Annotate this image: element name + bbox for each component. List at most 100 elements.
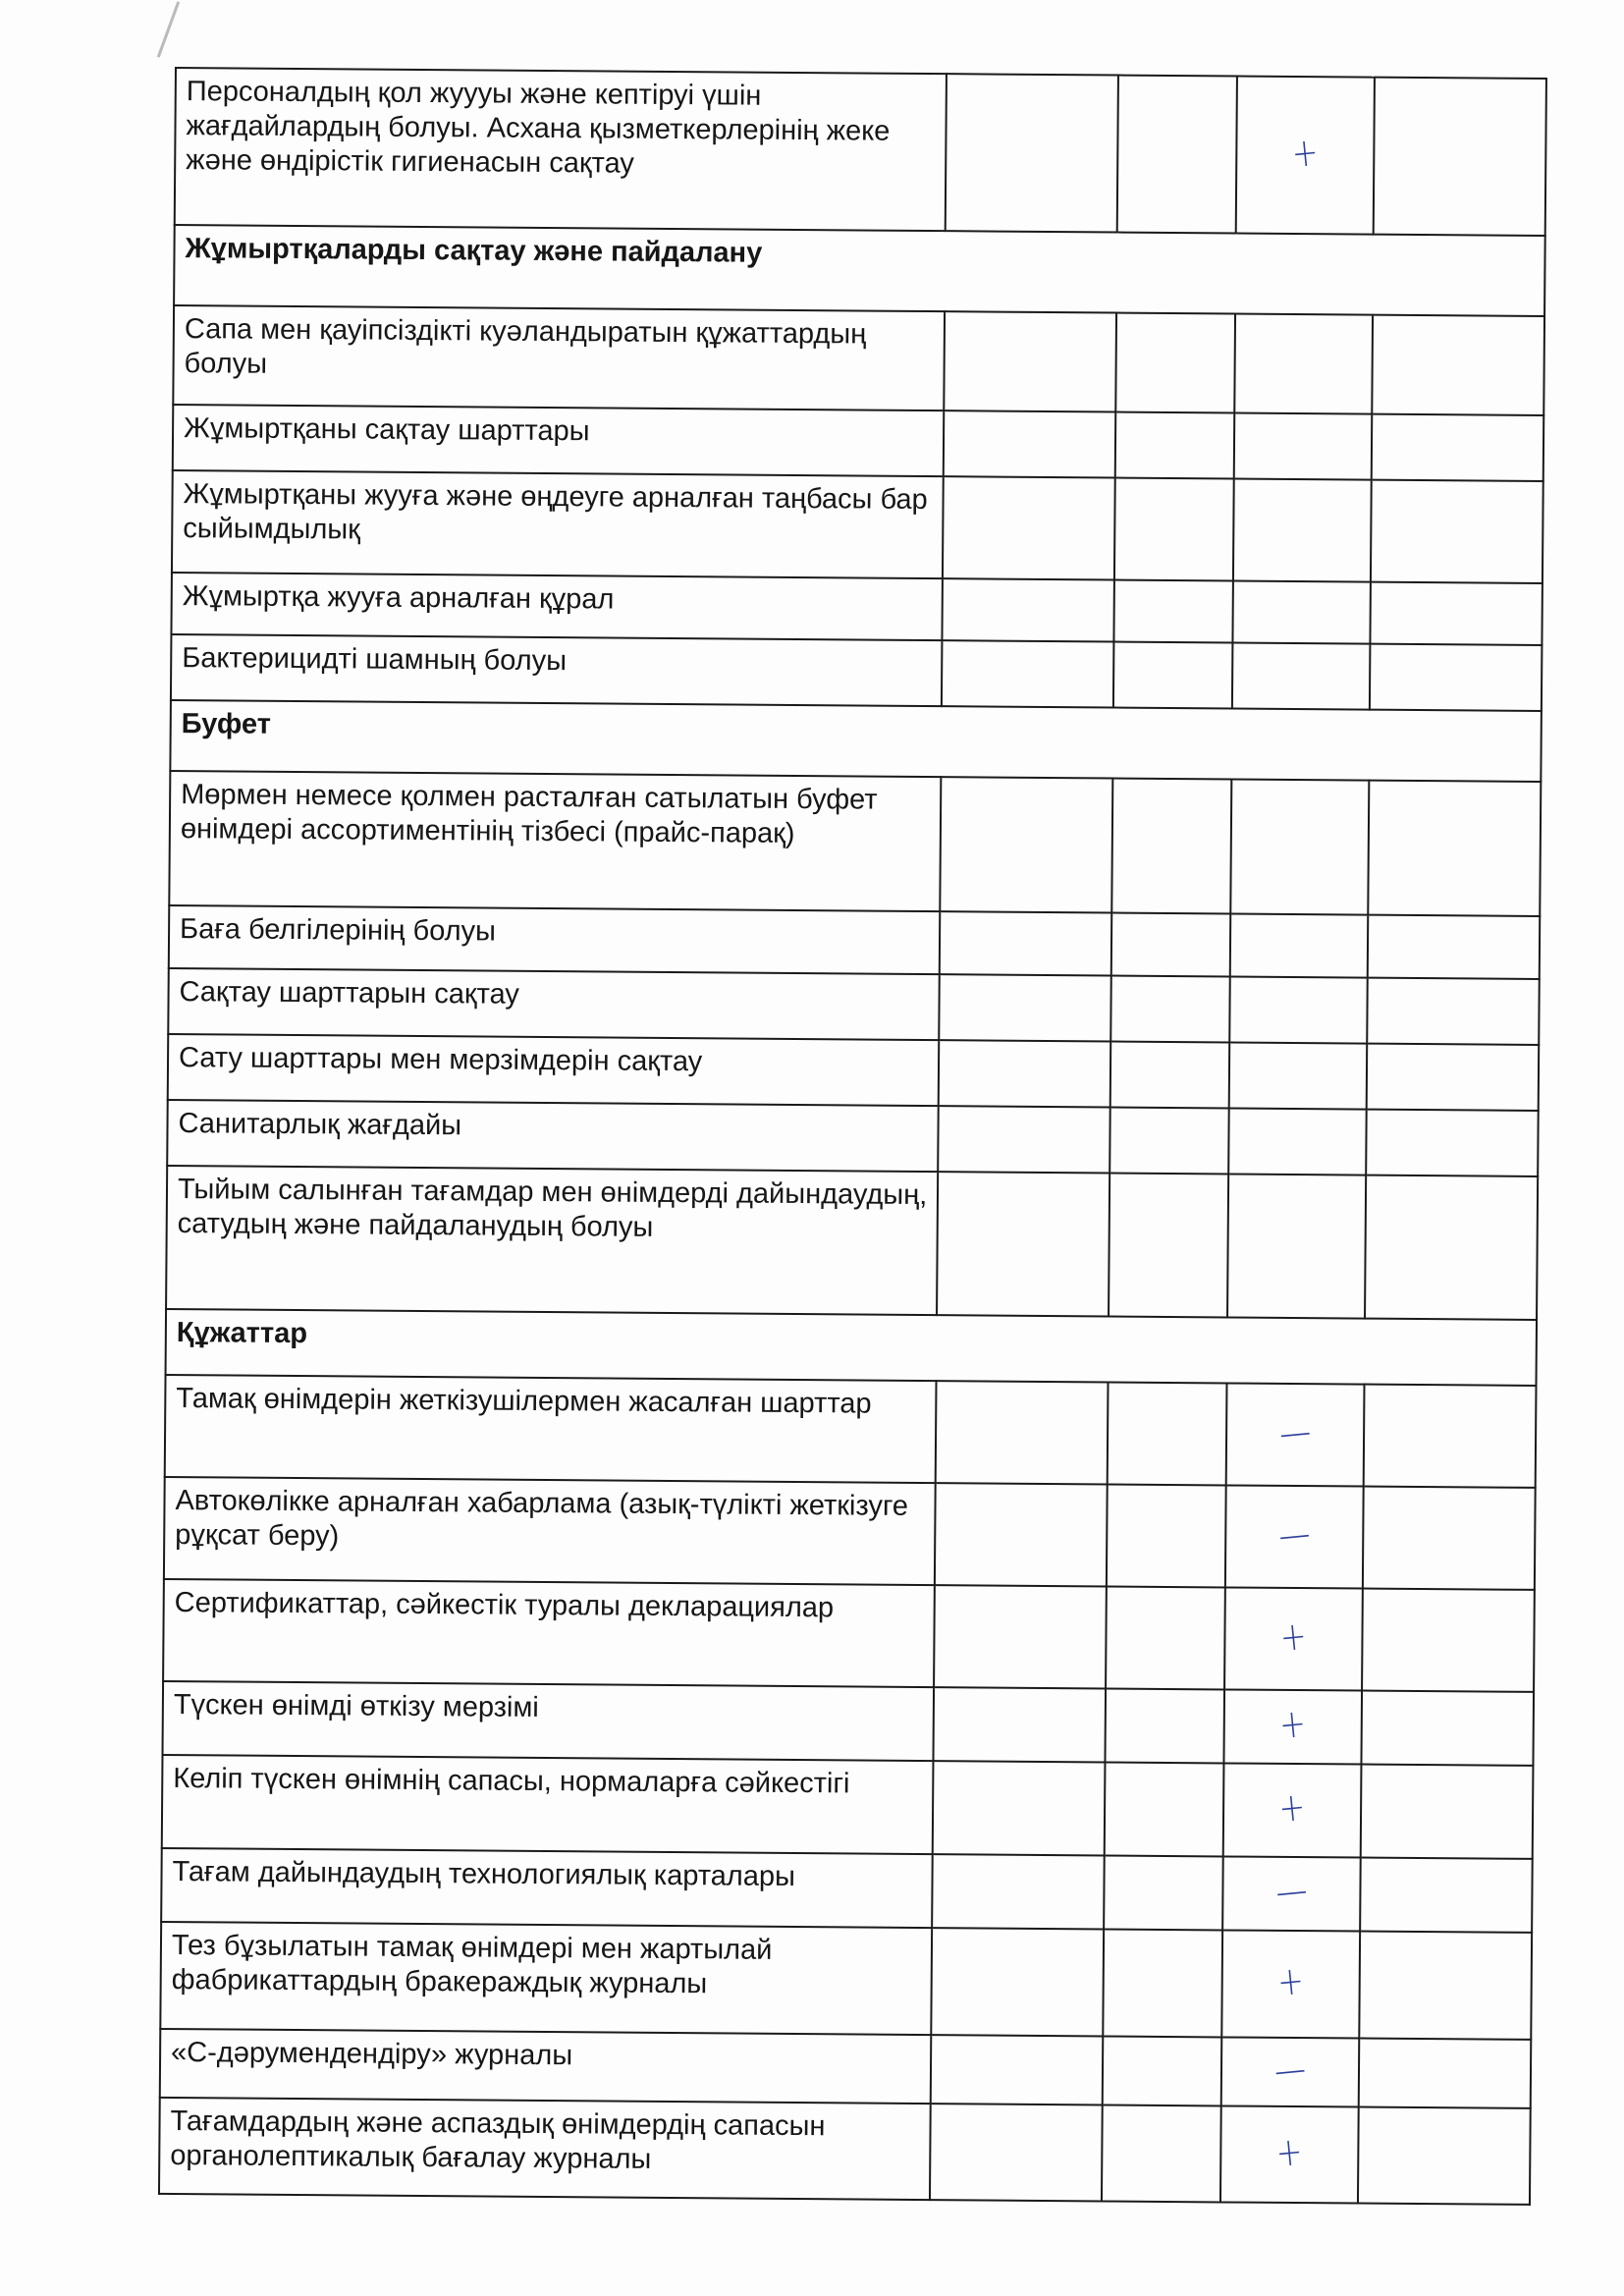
- check-cell-2[interactable]: [1103, 1929, 1222, 2038]
- check-cell-4[interactable]: [1368, 780, 1542, 916]
- check-cell-2[interactable]: [1102, 2036, 1221, 2106]
- check-cell-4[interactable]: [1362, 1588, 1535, 1692]
- check-cell-3[interactable]: [1228, 1042, 1368, 1110]
- check-cell-2[interactable]: [1110, 912, 1230, 977]
- check-cell-2[interactable]: [1111, 778, 1231, 914]
- section-title: Жұмыртқаларды сақтау және пайдалану: [174, 225, 1545, 316]
- check-cell-2[interactable]: [1116, 75, 1237, 234]
- check-cell-1[interactable]: [931, 1928, 1105, 2037]
- check-cell-4[interactable]: [1370, 643, 1543, 711]
- check-cell-3[interactable]: [1226, 1174, 1367, 1319]
- check-cell-2[interactable]: [1102, 2105, 1221, 2203]
- check-cell-1[interactable]: [940, 911, 1112, 976]
- section-header-row: Құжаттар: [165, 1308, 1538, 1386]
- section-title: Буфет: [170, 699, 1542, 782]
- check-cell-2[interactable]: [1113, 477, 1234, 581]
- check-cell-1[interactable]: [944, 311, 1117, 412]
- check-cell-4[interactable]: [1370, 581, 1543, 645]
- check-cell-3[interactable]: —: [1224, 1485, 1364, 1589]
- check-cell-2[interactable]: [1106, 1484, 1226, 1588]
- check-cell-3[interactable]: [1229, 779, 1370, 915]
- check-cell-4[interactable]: [1371, 479, 1543, 583]
- check-cell-4[interactable]: [1361, 1690, 1535, 1766]
- check-cell-1[interactable]: [933, 1761, 1106, 1856]
- check-cell-1[interactable]: [935, 1483, 1108, 1587]
- handwritten-dash-mark: —: [1273, 1867, 1310, 1916]
- check-cell-3[interactable]: [1228, 976, 1368, 1044]
- check-cell-4[interactable]: [1360, 1764, 1534, 1859]
- check-cell-2[interactable]: [1109, 1173, 1228, 1318]
- check-cell-3[interactable]: +: [1222, 1689, 1363, 1765]
- check-cell-2[interactable]: [1110, 975, 1230, 1043]
- check-cell-3[interactable]: +: [1219, 2105, 1359, 2204]
- checklist-row: Тағам дайындаудың технологиялық карталар…: [161, 1847, 1533, 1933]
- checklist-item-text: Сертификаттар, сәйкестік туралы декларац…: [163, 1578, 936, 1688]
- check-cell-4[interactable]: [1367, 977, 1540, 1045]
- check-cell-1[interactable]: [942, 640, 1114, 708]
- check-cell-1[interactable]: [946, 74, 1119, 233]
- check-cell-4[interactable]: [1373, 77, 1546, 236]
- check-cell-2[interactable]: [1105, 1688, 1224, 1764]
- check-cell-1[interactable]: [935, 1381, 1109, 1485]
- check-cell-1[interactable]: [943, 476, 1115, 580]
- check-cell-4[interactable]: [1372, 314, 1545, 415]
- check-cell-3[interactable]: —: [1225, 1383, 1365, 1487]
- check-cell-2[interactable]: [1114, 411, 1234, 479]
- check-cell-2[interactable]: [1115, 312, 1235, 413]
- checklist-item-text: Сапа мен қауіпсіздікті куәландыратын құж…: [173, 305, 946, 411]
- check-cell-1[interactable]: [944, 410, 1116, 478]
- check-cell-1[interactable]: [940, 777, 1113, 913]
- check-cell-3[interactable]: [1233, 412, 1373, 480]
- check-cell-4[interactable]: [1358, 2106, 1531, 2205]
- check-cell-4[interactable]: [1363, 1384, 1537, 1488]
- checklist-row: Санитарлық жағдайы: [167, 1099, 1539, 1176]
- check-cell-1[interactable]: [939, 1040, 1111, 1108]
- inspection-checklist-table: Персоналдың қол жуууы және кептіруі үшін…: [158, 67, 1547, 2206]
- check-cell-3[interactable]: +: [1223, 1587, 1364, 1691]
- check-cell-1[interactable]: [931, 2035, 1104, 2105]
- check-cell-2[interactable]: [1104, 1855, 1223, 1931]
- check-cell-1[interactable]: [934, 1585, 1107, 1689]
- check-cell-4[interactable]: [1371, 413, 1544, 481]
- checklist-item-text: Сақтау шарттарын сақтау: [168, 967, 941, 1041]
- check-cell-3[interactable]: —: [1221, 1856, 1361, 1932]
- check-cell-1[interactable]: [939, 974, 1111, 1042]
- check-cell-4[interactable]: [1363, 1486, 1536, 1590]
- check-cell-4[interactable]: [1359, 1931, 1533, 2040]
- check-cell-4[interactable]: [1360, 1857, 1533, 1933]
- check-cell-2[interactable]: [1112, 641, 1232, 709]
- check-cell-4[interactable]: [1366, 1109, 1539, 1176]
- check-cell-4[interactable]: [1358, 2038, 1532, 2108]
- check-cell-2[interactable]: [1107, 1382, 1227, 1486]
- check-cell-2[interactable]: [1106, 1586, 1225, 1690]
- checklist-row: Түскен өнімді өткізу мерзімі +: [162, 1680, 1535, 1766]
- check-cell-3[interactable]: [1231, 580, 1372, 644]
- checklist-item-text: Мөрмен немесе қолмен расталған сатылатын…: [169, 770, 942, 912]
- check-cell-3[interactable]: +: [1222, 1763, 1362, 1858]
- check-cell-3[interactable]: +: [1220, 1930, 1361, 2039]
- check-cell-4[interactable]: [1367, 914, 1541, 979]
- check-cell-4[interactable]: [1365, 1175, 1539, 1320]
- check-cell-3[interactable]: [1232, 478, 1372, 582]
- check-cell-4[interactable]: [1366, 1043, 1540, 1111]
- check-cell-3[interactable]: [1231, 642, 1371, 710]
- check-cell-3[interactable]: [1233, 313, 1374, 414]
- check-cell-1[interactable]: [930, 2104, 1103, 2202]
- check-cell-1[interactable]: [942, 578, 1114, 642]
- check-cell-3[interactable]: —: [1220, 2037, 1360, 2107]
- check-cell-2[interactable]: [1110, 1041, 1229, 1109]
- checklist-row: Сату шарттары мен мерзімдерін сақтау: [167, 1033, 1540, 1111]
- check-cell-3[interactable]: +: [1235, 76, 1376, 235]
- check-cell-2[interactable]: [1113, 579, 1233, 643]
- check-cell-1[interactable]: [932, 1854, 1105, 1930]
- checklist-row: Сақтау шарттарын сақтау: [168, 967, 1540, 1045]
- check-cell-3[interactable]: [1227, 1108, 1367, 1175]
- check-cell-1[interactable]: [938, 1106, 1110, 1174]
- checklist-row: Автокөлікке арналған хабарлама (азық-түл…: [163, 1476, 1536, 1590]
- check-cell-1[interactable]: [933, 1687, 1107, 1763]
- check-cell-1[interactable]: [937, 1172, 1110, 1317]
- section-header-row: Буфет: [170, 699, 1542, 782]
- check-cell-2[interactable]: [1104, 1762, 1223, 1857]
- check-cell-2[interactable]: [1110, 1107, 1229, 1175]
- check-cell-3[interactable]: [1229, 913, 1369, 978]
